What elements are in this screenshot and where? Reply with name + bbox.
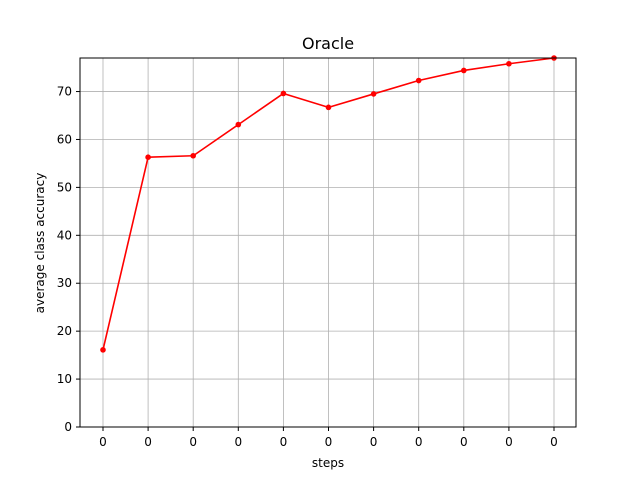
grid [80,58,576,428]
x-axis-ticks: 0 0 0 0 0 0 0 0 0 0 0 [99,427,558,449]
y-tick-label: 0 [64,420,72,434]
data-point [280,90,287,97]
y-tick-label: 20 [57,324,72,338]
x-tick-label: 0 [550,435,558,449]
series-group [100,55,557,353]
y-tick-label: 60 [57,132,72,146]
x-tick-label: 0 [325,435,333,449]
data-point [145,154,151,160]
y-tick-label: 50 [57,180,72,194]
chart-title: Oracle [302,34,354,53]
plot-frame [79,57,577,428]
x-axis-label: steps [312,456,344,470]
data-point [190,152,196,159]
data-point [235,121,242,128]
y-tick-label: 10 [57,372,72,386]
data-point [370,91,377,97]
x-tick-label: 0 [370,435,378,449]
y-axis-label: average class accuracy [33,173,47,314]
y-tick-label: 30 [57,276,72,290]
y-axis-ticks: 0 10 20 30 40 50 60 70 [57,85,80,434]
x-tick-label: 0 [415,435,423,449]
x-tick-label: 0 [505,435,513,449]
data-point [100,347,106,353]
x-tick-label: 0 [189,435,197,449]
data-point [506,60,512,67]
data-point [325,104,332,111]
y-tick-label: 40 [57,228,72,242]
x-tick-label: 0 [280,435,288,449]
x-tick-label: 0 [460,435,468,449]
data-point [461,67,467,74]
x-tick-label: 0 [234,435,242,449]
x-tick-label: 0 [99,435,107,449]
data-point [415,77,422,84]
y-tick-label: 70 [57,85,72,99]
x-tick-label: 0 [144,435,152,449]
